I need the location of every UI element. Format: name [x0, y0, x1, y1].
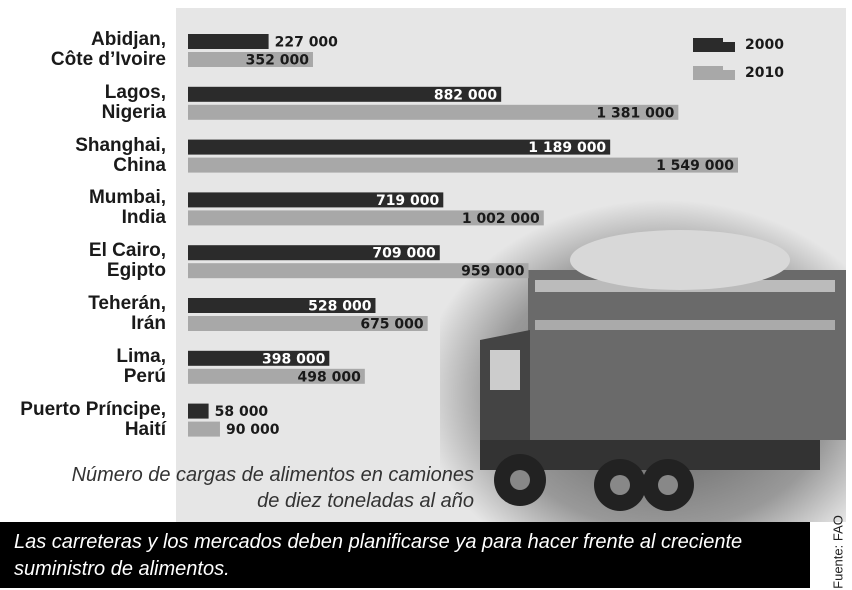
bar	[188, 404, 209, 419]
value-label: 528 000	[308, 299, 372, 315]
truck-icon	[723, 70, 735, 80]
category-label: Abidjan, Côte d’Ivoire	[0, 30, 166, 70]
value-label: 719 000	[376, 193, 440, 209]
value-label: 227 000	[275, 35, 339, 51]
category-label: Mumbai, India	[0, 188, 166, 228]
legend-label: 2010	[745, 65, 784, 81]
value-label: 58 000	[215, 404, 269, 420]
caption: Número de cargas de alimentos en camione…	[14, 462, 474, 514]
source: Fuente: FAO	[831, 515, 846, 589]
truck-icon	[693, 66, 723, 80]
value-label: 352 000	[246, 53, 310, 69]
value-label: 709 000	[372, 246, 436, 262]
bar	[188, 422, 220, 437]
legend-label: 2000	[745, 37, 784, 53]
category-label: Lagos, Nigeria	[0, 83, 166, 123]
truck-icon	[693, 38, 723, 52]
value-label: 1 002 000	[462, 211, 540, 227]
value-label: 498 000	[297, 369, 361, 385]
value-label: 882 000	[434, 87, 498, 103]
page: 227 000 352 000 882 000 1 381 000 1 189 000 1…	[0, 0, 852, 590]
value-label: 1 189 000	[528, 140, 606, 156]
category-label: Puerto Príncipe, Haití	[0, 400, 166, 440]
value-label: 1 381 000	[596, 105, 674, 121]
value-label: 675 000	[360, 317, 424, 333]
bar	[188, 34, 269, 49]
truck-icon	[723, 42, 735, 52]
category-label: Lima, Perú	[0, 347, 166, 387]
footer-note: Las carreteras y los mercados deben plan…	[0, 522, 810, 588]
value-label: 398 000	[262, 351, 326, 367]
category-label: Shanghai, China	[0, 136, 166, 176]
category-label: El Cairo, Egipto	[0, 241, 166, 281]
category-label: Teherán, Irán	[0, 294, 166, 334]
value-label: 90 000	[226, 422, 280, 438]
truck-photo	[440, 200, 846, 522]
value-label: 959 000	[461, 264, 525, 280]
value-label: 1 549 000	[656, 158, 734, 174]
